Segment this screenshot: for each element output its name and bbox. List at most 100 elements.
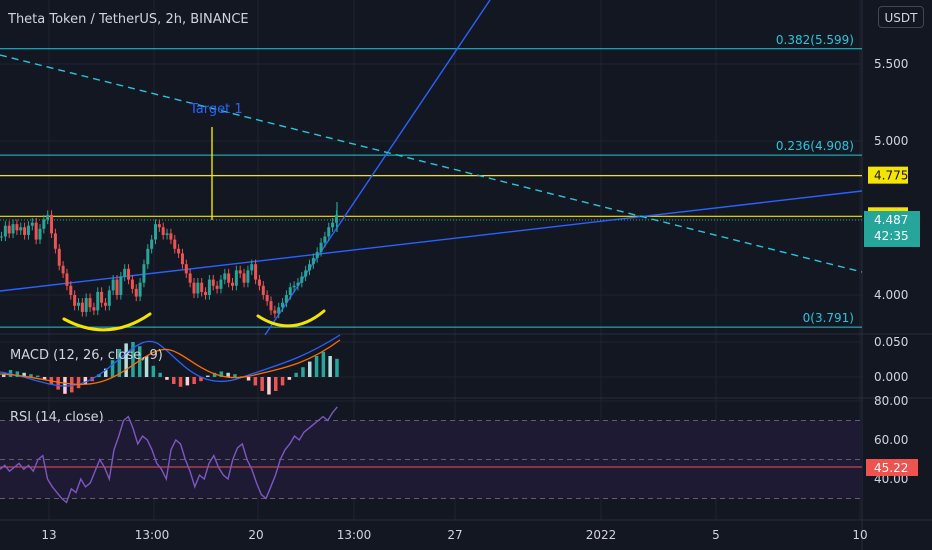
macd-histogram-bar [117,349,122,377]
candle-body [150,239,154,249]
candle-body [296,282,300,286]
candle-body [273,310,277,314]
time-tick-label: 13:00 [337,528,372,542]
drawing-lines[interactable]: 0.382(5.599) 0.236(4.908) 0(3.791) [0,0,863,336]
candle-body [7,225,11,234]
candle-body [173,239,177,249]
candle-body [200,282,204,292]
macd-histogram-bar [76,377,81,389]
candle-body [77,302,80,306]
macd-histogram-bar [104,368,108,377]
macd-signal-line [0,339,341,386]
macd-histogram-bar [2,373,6,377]
candle-body [80,302,84,312]
macd-line [0,334,341,387]
target-label: Target 1 [189,102,243,117]
candle-body [154,224,157,240]
time-tick-label: 27 [447,528,462,542]
candle-body [292,285,296,288]
macd-histogram-bar [172,377,176,384]
macd-histogram-bar [144,356,149,377]
candle-body [88,298,92,308]
candle-body [92,307,96,311]
time-tick-label: 20 [248,528,263,542]
candle-body [311,258,315,265]
macd-histogram-bar [335,358,339,377]
candle-body [281,302,285,308]
candle-body [61,265,65,274]
candle-body [103,302,107,306]
macd-histogram-bar [42,377,47,380]
macd-histogram-bar [29,374,33,377]
candle-body [127,268,131,280]
candle-body [284,295,288,303]
candle-body [265,295,269,302]
countdown-text: 42:35 [874,229,909,243]
macd-histogram-bar [83,377,88,384]
macd-tick-label: 0.000 [874,370,908,384]
candle-body [331,222,335,228]
candle-body [319,242,323,252]
fib-level-label: 0(3.791) [803,311,854,325]
candle-body [277,307,281,314]
macd-histogram-bar [267,377,271,395]
price-candles [0,202,338,319]
level-badge [868,166,908,184]
rsi-line [0,406,338,504]
candle-body [234,270,238,286]
macd-histogram-bar [287,377,292,380]
right-shoulder-arc [256,309,326,328]
currency-unit-button[interactable]: USDT [878,6,924,28]
price-tick-label: 5.500 [874,57,908,71]
candle-body [23,227,27,235]
rsi-tick-label: 80.00 [874,394,908,408]
candle-body [38,228,42,240]
candle-body [84,298,88,312]
macd-histogram-bar [110,360,115,377]
candle-body [223,273,227,280]
candle-body [300,276,304,283]
candle-body [42,219,46,229]
candle-body [119,276,123,295]
macd-histogram-bar [178,377,183,387]
macd-histogram-bar [253,377,258,386]
macd-histogram-bar [192,377,196,384]
candle-body [231,282,234,286]
candle-body [69,285,73,295]
candle-body [257,279,261,286]
rsi-band-fill [0,420,862,499]
candle-body [315,251,319,259]
macd-indicator-label: MACD (12, 26, close, 9) [10,348,163,363]
fib-level-label: 0.382(5.599) [776,33,854,47]
macd-histogram-bar [321,351,326,377]
macd-histogram-bar [151,365,156,377]
level-badge-text: 4.775 [874,169,908,183]
candle-body [96,291,100,311]
price-tick-label: 4.000 [874,288,908,302]
candle-body [134,288,138,297]
candle-body [304,270,308,277]
candle-body [138,282,142,297]
macd-histogram-bar [301,367,305,377]
candle-body [246,270,250,283]
macd-histogram-bar [56,377,60,390]
candle-body [26,225,30,235]
macd-histogram-bar [314,356,319,377]
macd-histogram-bar [131,342,135,377]
candle-body [219,279,223,289]
rsi-band [0,420,862,499]
candle-body [57,248,61,266]
candle-body [46,214,50,220]
annotations[interactable]: Target 1 [62,102,326,332]
rsi-value-badge [866,459,918,476]
macd-histogram-bar [226,372,230,377]
candle-body [19,227,23,231]
macd-histogram-bar [124,343,128,377]
time-axis: 13 13:00 20 13:00 27 2022 5 10 [41,528,867,542]
time-tick-label: 2022 [586,528,617,542]
macd-histogram-bar [328,356,332,377]
macd-histogram-bar [138,346,142,377]
candle-body [242,273,246,283]
time-tick-label: 13 [41,528,56,542]
